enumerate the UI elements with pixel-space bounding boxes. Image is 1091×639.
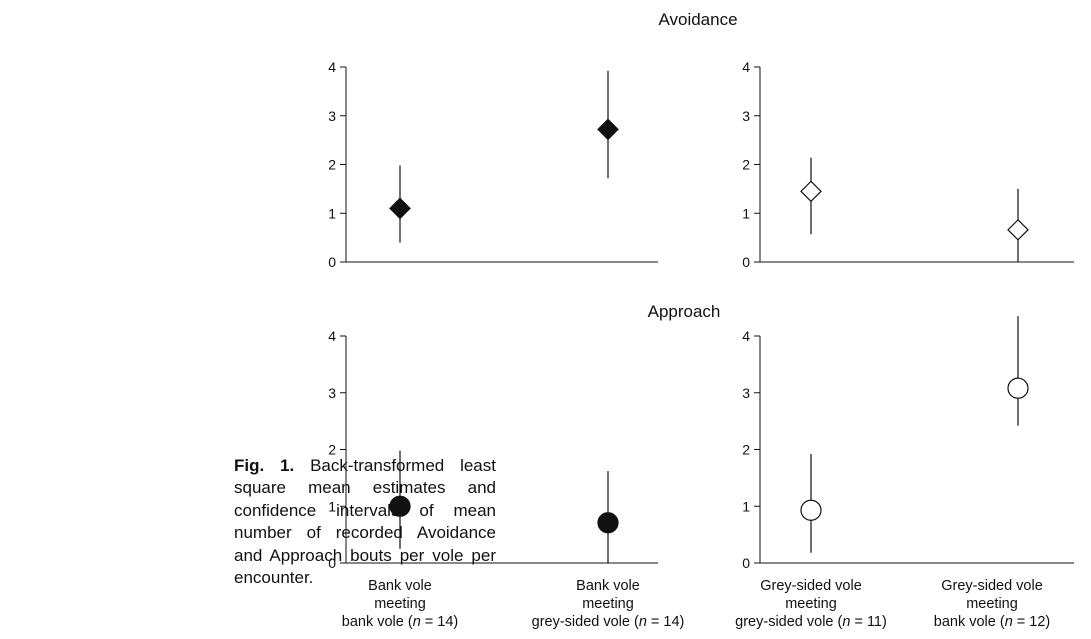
x-category-4-line1: Grey-sided vole	[941, 578, 1043, 594]
y-tick-label: 4	[742, 59, 750, 75]
x-category-3-post: = 11)	[850, 614, 887, 630]
y-tick-label: 1	[328, 498, 336, 514]
x-category-3-pre: grey-sided vole (	[735, 614, 843, 630]
x-category-4-pre: bank vole (	[933, 614, 1005, 630]
data-point-diamond	[389, 197, 411, 220]
y-tick-label: 0	[328, 555, 336, 571]
y-tick-label: 1	[328, 205, 336, 221]
x-category-3: Grey-sided vole meeting grey-sided vole …	[716, 577, 906, 631]
caption-label: Fig. 1.	[234, 456, 295, 475]
caption-text: Back-transformed least square mean estim…	[234, 456, 496, 588]
y-tick-label: 4	[742, 328, 750, 344]
y-tick-label: 1	[742, 205, 750, 221]
data-point-circle	[389, 495, 411, 517]
x-category-1-n: n	[412, 614, 421, 630]
x-category-1-line1: Bank vole	[368, 578, 432, 594]
y-tick-label: 2	[328, 442, 336, 458]
panel-title: Avoidance	[658, 10, 737, 29]
y-tick-label: 3	[328, 385, 336, 401]
x-category-3-n: n	[842, 614, 851, 630]
x-category-1-pre: bank vole (	[341, 614, 413, 630]
y-tick-label: 3	[742, 108, 750, 124]
x-category-4-n: n	[1004, 614, 1013, 630]
y-tick-label: 4	[328, 59, 336, 75]
y-tick-label: 2	[742, 157, 750, 173]
data-point-circle	[800, 499, 822, 521]
x-category-2: Bank vole meeting grey-sided vole (n = 1…	[513, 577, 703, 631]
data-point-diamond	[597, 118, 619, 141]
y-tick-label: 0	[742, 254, 750, 270]
x-category-1: Bank vole meeting bank vole (n = 14)	[305, 577, 495, 631]
x-category-1-line2: meeting	[374, 596, 426, 612]
panel-title: Approach	[648, 302, 721, 321]
y-tick-label: 0	[328, 254, 336, 270]
data-point-diamond	[800, 180, 822, 203]
data-point-diamond	[1007, 218, 1029, 241]
y-tick-label: 0	[742, 555, 750, 571]
data-point-circle	[597, 512, 619, 534]
x-category-2-n: n	[638, 614, 647, 630]
x-category-3-line2: meeting	[785, 596, 837, 612]
figure-caption: Fig. 1. Back-transformed least square me…	[234, 455, 496, 589]
y-tick-label: 4	[328, 328, 336, 344]
x-category-2-line1: Bank vole	[576, 578, 640, 594]
x-category-4: Grey-sided vole meeting bank vole (n = 1…	[897, 577, 1087, 631]
x-category-2-post: = 14)	[646, 614, 685, 630]
y-tick-label: 3	[742, 385, 750, 401]
y-tick-label: 1	[742, 498, 750, 514]
x-category-2-pre: grey-sided vole (	[531, 614, 639, 630]
x-category-1-post: = 14)	[420, 614, 459, 630]
x-category-4-line2: meeting	[966, 596, 1018, 612]
y-tick-label: 2	[328, 157, 336, 173]
x-category-2-line2: meeting	[582, 596, 634, 612]
y-tick-label: 2	[742, 442, 750, 458]
data-point-circle	[1007, 377, 1029, 399]
x-category-3-line1: Grey-sided vole	[760, 578, 862, 594]
y-tick-label: 3	[328, 108, 336, 124]
x-category-4-post: = 12)	[1012, 614, 1051, 630]
